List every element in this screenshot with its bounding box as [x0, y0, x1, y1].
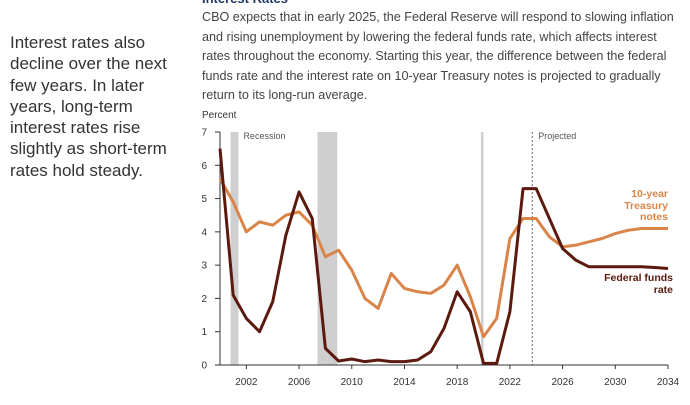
x-tick-label: 2034	[657, 377, 680, 388]
x-tick-label: 2026	[551, 377, 574, 388]
series-line	[218, 177, 668, 339]
y-tick-label: 2	[201, 294, 207, 305]
recession-band	[480, 132, 484, 365]
y-tick-label: 7	[201, 128, 207, 139]
x-tick-label: 2018	[446, 377, 469, 388]
y-tick-label: 0	[201, 361, 207, 372]
y-axis-label: Percent	[202, 110, 237, 121]
y-tick-label: 3	[201, 261, 207, 272]
x-tick-label: 2002	[235, 377, 258, 388]
x-tick-label: 2014	[393, 377, 416, 388]
recession-label: Recession	[243, 131, 285, 141]
x-tick-label: 2010	[341, 377, 364, 388]
y-tick-label: 4	[201, 227, 207, 238]
y-tick-label: 5	[201, 194, 207, 205]
x-tick-label: 2006	[288, 377, 311, 388]
x-tick-label: 2030	[604, 377, 627, 388]
series-label: Federal funds rate	[604, 272, 673, 296]
projected-label: Projected	[538, 131, 576, 141]
chart-subtitle: CBO expects that in early 2025, the Fede…	[202, 10, 674, 102]
y-tick-label: 6	[201, 161, 207, 172]
series-line	[218, 148, 669, 365]
sidebar-text: Interest rates also decline over the nex…	[10, 33, 167, 180]
recession-band	[230, 132, 239, 365]
x-tick-label: 2022	[499, 377, 522, 388]
series-label: 10-year Treasury notes	[624, 188, 668, 223]
chart-title: Interest Rates	[202, 0, 288, 6]
y-tick-label: 1	[201, 327, 207, 338]
